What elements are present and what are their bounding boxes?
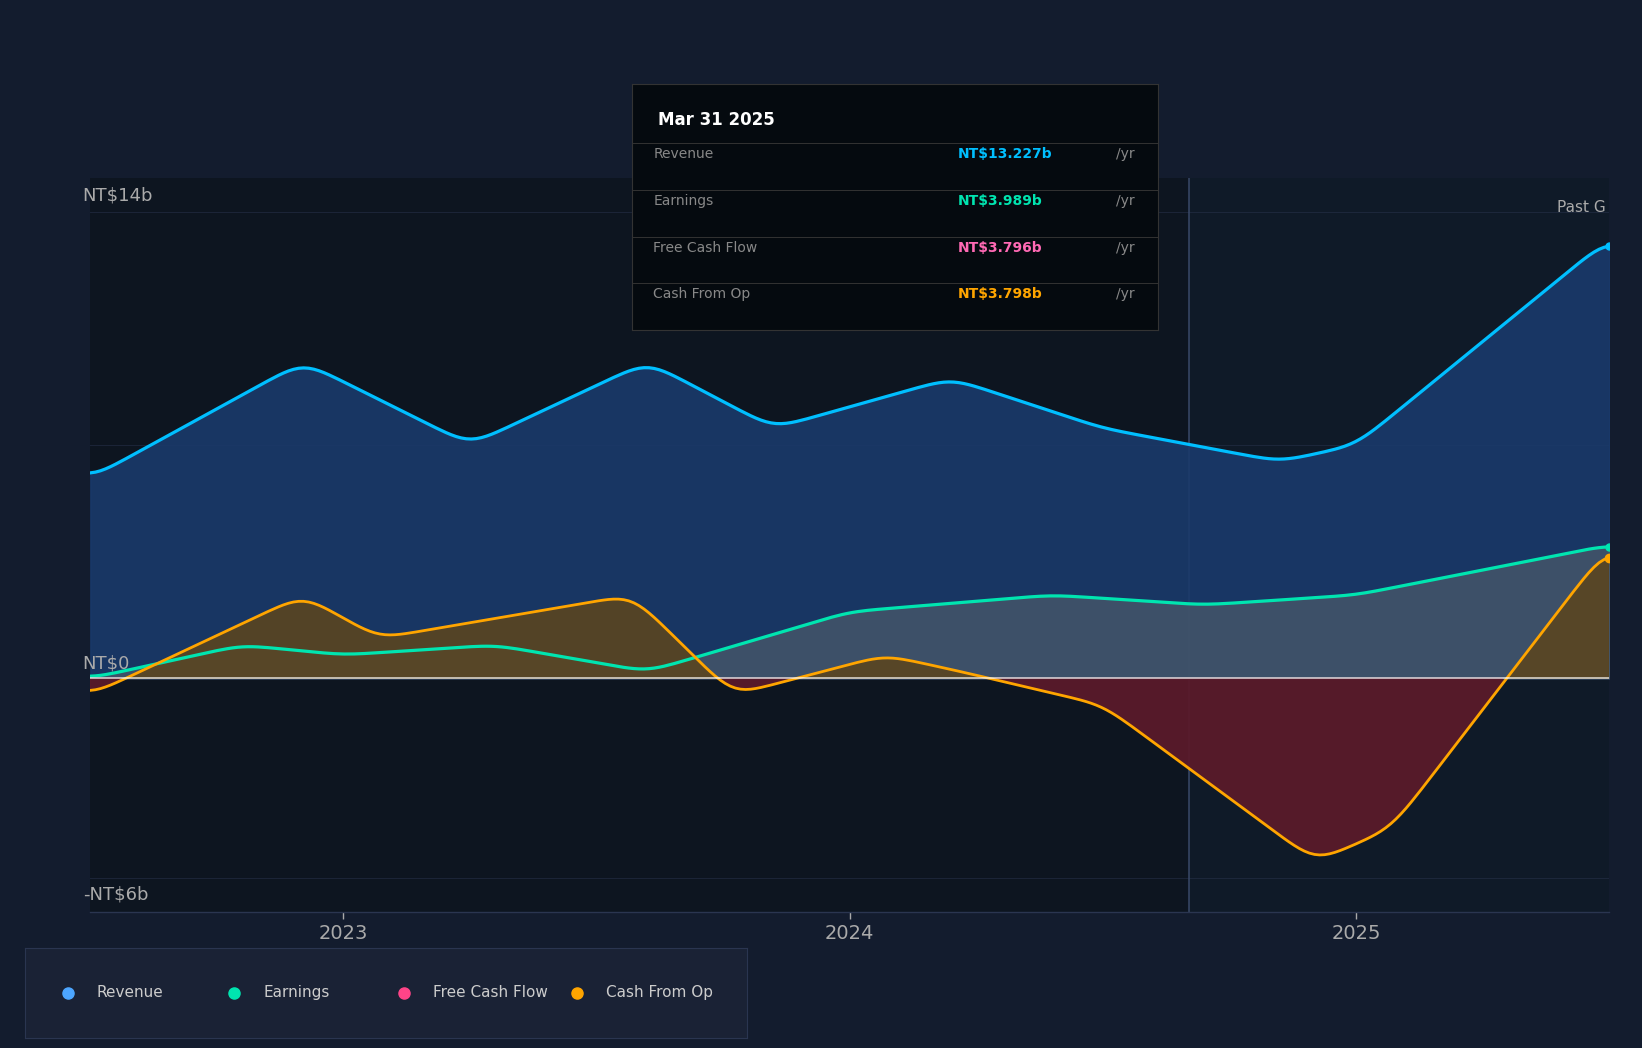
Bar [1189,178,1609,912]
Text: Revenue: Revenue [97,985,164,1001]
Bar [90,178,1189,912]
Text: Mar 31 2025: Mar 31 2025 [658,111,775,129]
Text: Earnings: Earnings [654,194,713,208]
Text: NT$3.798b: NT$3.798b [957,287,1043,302]
Text: Cash From Op: Cash From Op [654,287,750,302]
Text: /yr: /yr [1115,287,1135,302]
Text: Past G: Past G [1557,200,1606,215]
Text: Revenue: Revenue [654,147,713,161]
Text: NT$3.796b: NT$3.796b [957,241,1043,255]
Text: Earnings: Earnings [263,985,330,1001]
Text: /yr: /yr [1115,241,1135,255]
Text: NT$14b: NT$14b [82,187,153,204]
Text: Cash From Op: Cash From Op [606,985,713,1001]
Text: /yr: /yr [1115,147,1135,161]
Text: NT$13.227b: NT$13.227b [957,147,1053,161]
Text: NT$0: NT$0 [82,655,130,673]
Text: NT$3.989b: NT$3.989b [957,194,1043,208]
Text: /yr: /yr [1115,194,1135,208]
Text: Free Cash Flow: Free Cash Flow [654,241,757,255]
Text: -NT$6b: -NT$6b [82,886,148,903]
Text: Free Cash Flow: Free Cash Flow [433,985,548,1001]
